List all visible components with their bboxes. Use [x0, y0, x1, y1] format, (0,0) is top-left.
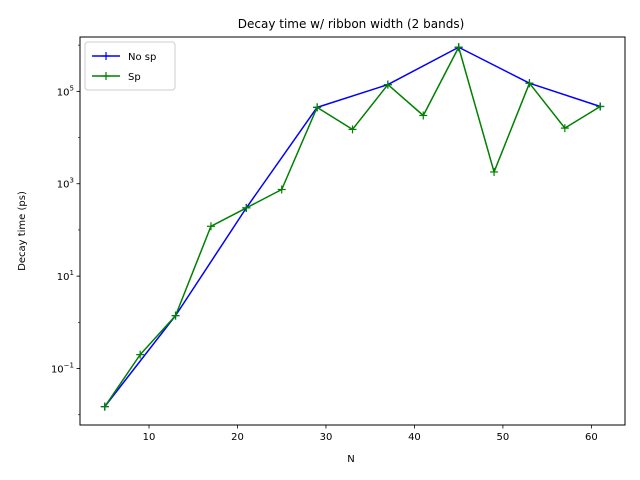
x-tick-label: 50 [497, 432, 510, 443]
legend-label: Sp [128, 72, 141, 83]
x-tick-label: 30 [320, 432, 333, 443]
x-axis: 10 20 30 40 50 60 [143, 425, 598, 443]
x-tick-label: 60 [585, 432, 598, 443]
x-tick-label: 20 [231, 432, 244, 443]
x-tick-label: 10 [143, 432, 156, 443]
x-axis-label: N [347, 454, 354, 465]
data-point [100, 402, 109, 411]
data-point [206, 222, 215, 231]
axes-frame [79, 36, 626, 426]
chart-title: Decay time w/ ribbon width (2 bands) [238, 17, 465, 31]
legend: No sp Sp [84, 41, 176, 91]
data-point [383, 80, 392, 89]
y-tick-label: 105 [57, 84, 74, 98]
data-point [419, 111, 428, 120]
data-point [490, 167, 499, 176]
plot-area [100, 43, 605, 411]
data-point [277, 185, 286, 194]
data-point [136, 350, 145, 359]
legend-box [84, 41, 176, 91]
y-tick-label: 103 [57, 177, 74, 191]
data-point [596, 102, 605, 111]
series-line-no-sp [104, 46, 601, 408]
y-axis-label: Decay time (ps) [17, 191, 28, 271]
data-point [348, 125, 357, 134]
data-point [560, 124, 569, 133]
data-point [525, 79, 534, 88]
data-point [313, 103, 322, 112]
data-point [171, 311, 180, 320]
y-axis: 10−1 101 103 105 [51, 44, 80, 416]
data-point [242, 203, 251, 212]
legend-label: No sp [128, 52, 156, 63]
data-point [454, 43, 463, 52]
x-tick-label: 40 [408, 432, 421, 443]
series-line-sp [104, 46, 601, 408]
y-tick-label: 101 [57, 269, 74, 283]
y-tick-label: 10−1 [51, 362, 74, 376]
